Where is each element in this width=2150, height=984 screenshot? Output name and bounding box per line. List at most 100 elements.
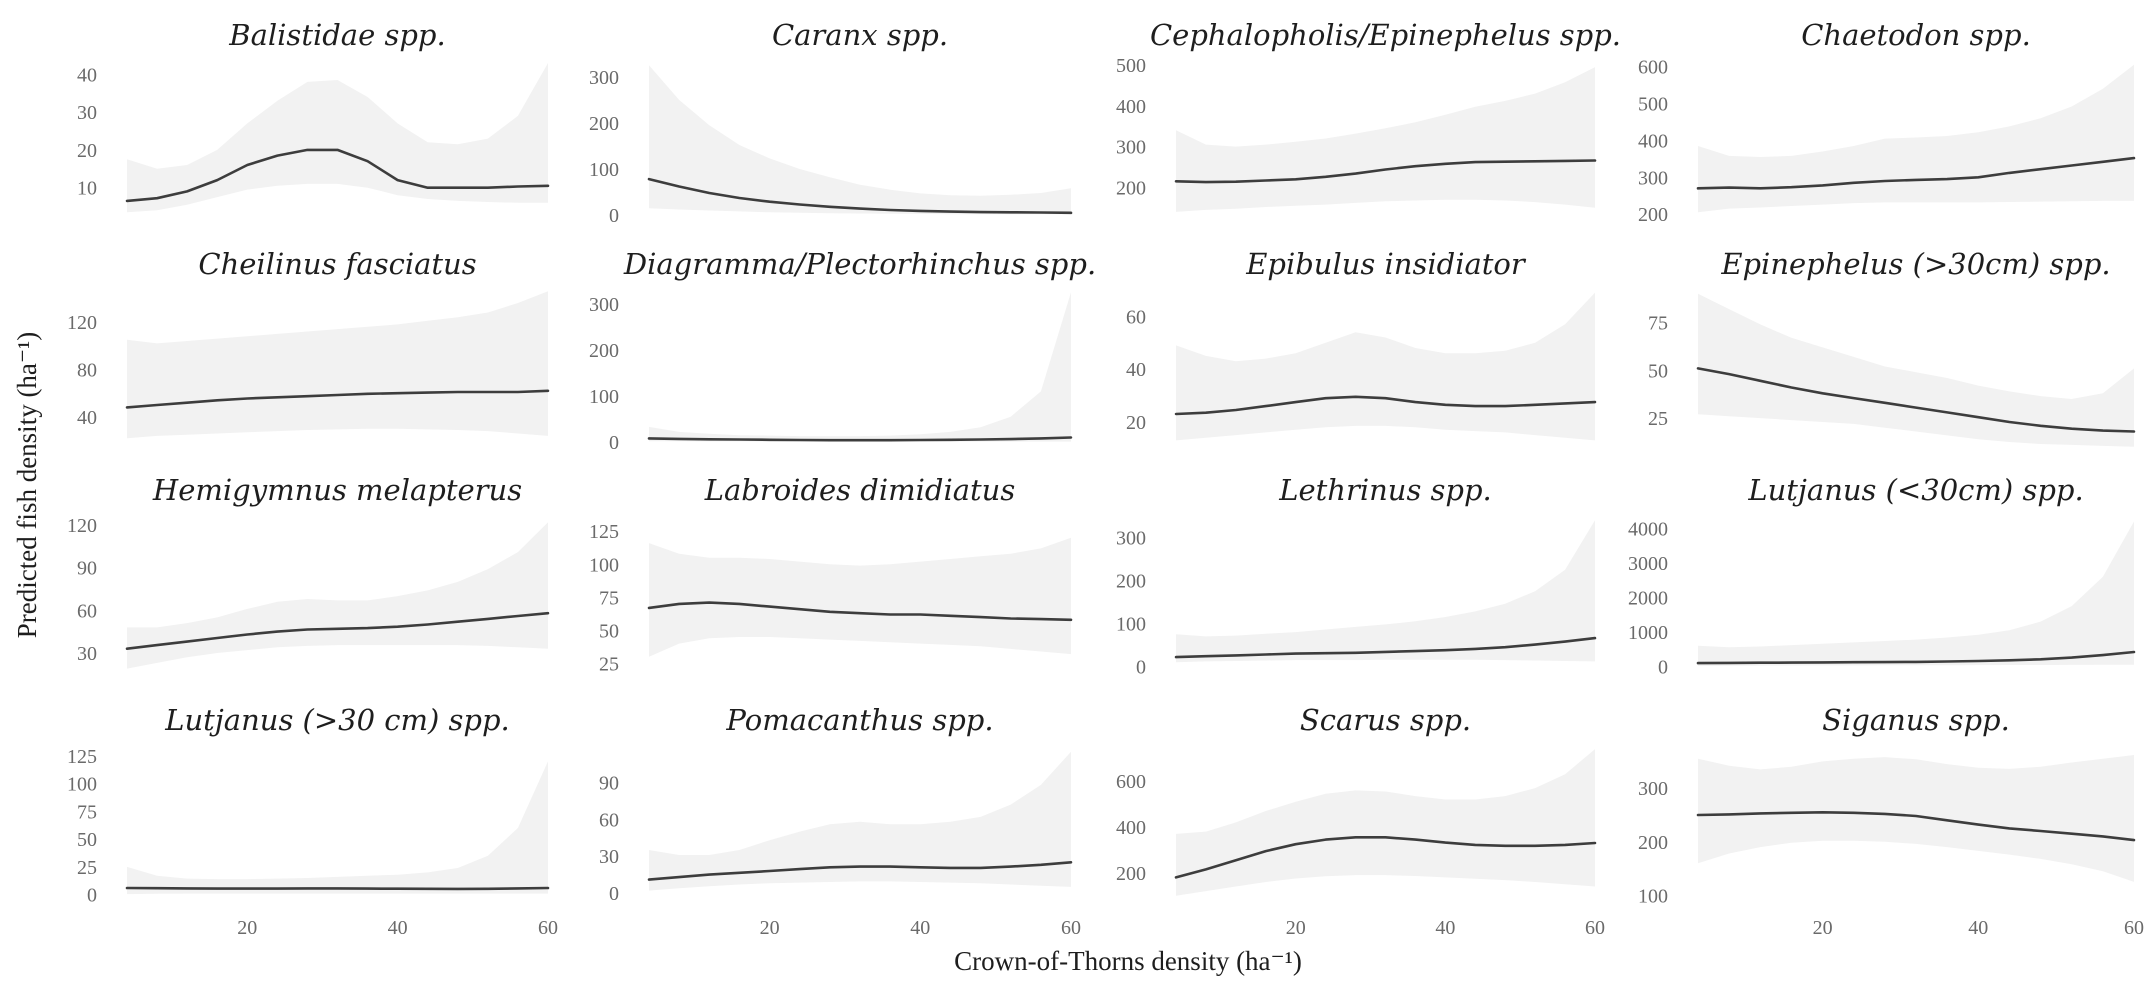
panel: Lethrinus spp. 0 100 200 300 — [1116, 473, 1597, 679]
y-tick-label: 75 — [599, 587, 619, 609]
y-tick-label: 100 — [67, 774, 97, 796]
y-tick-label: 400 — [1638, 130, 1668, 152]
panel: Lutjanus (>30 cm) spp. 0 25 50 75 100 125 20 40 6… — [67, 703, 558, 939]
y-tick-label: 4000 — [1628, 518, 1668, 540]
y-tick-label: 75 — [77, 801, 97, 823]
y-tick-label: 0 — [1136, 657, 1146, 679]
confidence-band — [127, 291, 548, 439]
y-tick-label: 0 — [609, 432, 619, 454]
y-tick-label: 60 — [599, 809, 619, 831]
confidence-band — [127, 63, 548, 213]
panel: Epibulus insidiator 20 40 60 — [1126, 247, 1597, 441]
confidence-band — [1176, 749, 1595, 896]
y-tick-label: 0 — [609, 205, 619, 227]
panel: Siganus spp. 100 200 300 20 40 60 — [1638, 703, 2144, 939]
y-tick-label: 100 — [1638, 885, 1668, 907]
y-tick-label: 0 — [609, 883, 619, 905]
y-tick-label: 30 — [77, 102, 97, 124]
panel: Balistidae spp. 10 20 30 40 — [77, 18, 550, 213]
fitted-line — [1696, 156, 2136, 190]
y-tick-label: 40 — [77, 64, 97, 86]
y-tick-label: 500 — [1116, 55, 1146, 77]
y-tick-label: 200 — [1638, 204, 1668, 226]
y-tick-label: 20 — [77, 140, 97, 162]
confidence-band — [649, 751, 1071, 891]
y-tick-label: 125 — [67, 746, 97, 768]
fitted-line — [647, 436, 1073, 442]
y-tick-label: 25 — [599, 653, 619, 675]
confidence-band — [1176, 67, 1595, 212]
y-tick-label: 200 — [589, 113, 619, 135]
panel: Hemigymnus melapterus 30 60 90 120 — [67, 473, 550, 669]
y-tick-label: 80 — [77, 359, 97, 381]
fitted-line — [1696, 650, 2136, 665]
y-tick-label: 200 — [1116, 570, 1146, 592]
fitted-line — [1174, 395, 1597, 416]
y-tick-label: 75 — [1648, 313, 1668, 335]
y-tick-label: 30 — [77, 643, 97, 665]
panel: Diagramma/Plectorhinchus spp. 0 100 200 300 — [589, 247, 1096, 454]
y-tick-label: 25 — [77, 857, 97, 879]
confidence-band — [649, 537, 1071, 657]
y-tick-label: 40 — [77, 407, 97, 429]
fitted-line — [1174, 836, 1597, 879]
fitted-line — [1696, 811, 2136, 842]
panel-title: Chaetodon spp. — [1801, 18, 2031, 52]
x-tick-label: 40 — [910, 917, 930, 939]
y-tick-label: 300 — [589, 294, 619, 316]
y-tick-label: 50 — [77, 829, 97, 851]
y-tick-label: 300 — [1638, 167, 1668, 189]
panel-title: Scarus spp. — [1300, 703, 1471, 737]
fitted-line — [125, 886, 550, 891]
x-tick-label: 20 — [760, 917, 780, 939]
y-tick-label: 1000 — [1628, 622, 1668, 644]
x-tick-label: 40 — [1968, 917, 1988, 939]
fitted-line — [647, 601, 1073, 622]
y-tick-label: 200 — [589, 340, 619, 362]
fitted-line — [1174, 159, 1597, 184]
y-tick-label: 300 — [1116, 137, 1146, 159]
y-tick-label: 120 — [67, 312, 97, 334]
y-tick-label: 200 — [1116, 177, 1146, 199]
x-tick-label: 40 — [388, 917, 408, 939]
y-tick-label: 600 — [1638, 57, 1668, 79]
x-tick-label: 20 — [1286, 917, 1306, 939]
y-tick-label: 40 — [1126, 359, 1146, 381]
y-tick-label: 90 — [599, 772, 619, 794]
x-tick-label: 60 — [1585, 917, 1605, 939]
x-tick-label: 20 — [1813, 917, 1833, 939]
y-tick-label: 500 — [1638, 94, 1668, 116]
panel: Chaetodon spp. 200 300 400 500 600 — [1638, 18, 2136, 226]
x-tick-label: 60 — [2124, 917, 2144, 939]
y-tick-label: 60 — [1126, 306, 1146, 328]
fitted-line — [647, 177, 1073, 215]
confidence-band — [1176, 520, 1595, 663]
y-tick-label: 3000 — [1628, 553, 1668, 575]
y-tick-label: 30 — [599, 846, 619, 868]
panel-title: Lethrinus spp. — [1278, 473, 1492, 507]
panel-title: Cheilinus fasciatus — [198, 247, 476, 281]
confidence-band — [127, 522, 548, 669]
y-tick-label: 60 — [77, 600, 97, 622]
y-tick-label: 0 — [87, 885, 97, 907]
y-tick-label: 300 — [589, 67, 619, 89]
x-axis-label: Crown-of-Thorns density (ha⁻¹) — [954, 946, 1302, 976]
confidence-band — [649, 65, 1071, 215]
confidence-band — [1176, 292, 1595, 441]
y-tick-label: 10 — [77, 178, 97, 200]
fitted-line — [125, 389, 550, 409]
panel: Cheilinus fasciatus 40 80 120 — [67, 247, 550, 439]
x-tick-label: 40 — [1435, 917, 1455, 939]
y-tick-label: 120 — [67, 515, 97, 537]
y-tick-label: 90 — [77, 558, 97, 580]
panel-title: Epinephelus (>30cm) spp. — [1720, 247, 2110, 281]
panel: Caranx spp. 0 100 200 300 — [589, 18, 1073, 227]
panel: Scarus spp. 200 400 600 20 40 60 — [1116, 703, 1605, 939]
y-tick-label: 400 — [1116, 817, 1146, 839]
fitted-line — [647, 861, 1073, 881]
fitted-line — [125, 148, 550, 203]
panel-title: Balistidae spp. — [228, 18, 445, 52]
y-tick-label: 100 — [589, 159, 619, 181]
y-axis-label: Predicted fish density (ha⁻¹) — [12, 332, 42, 639]
